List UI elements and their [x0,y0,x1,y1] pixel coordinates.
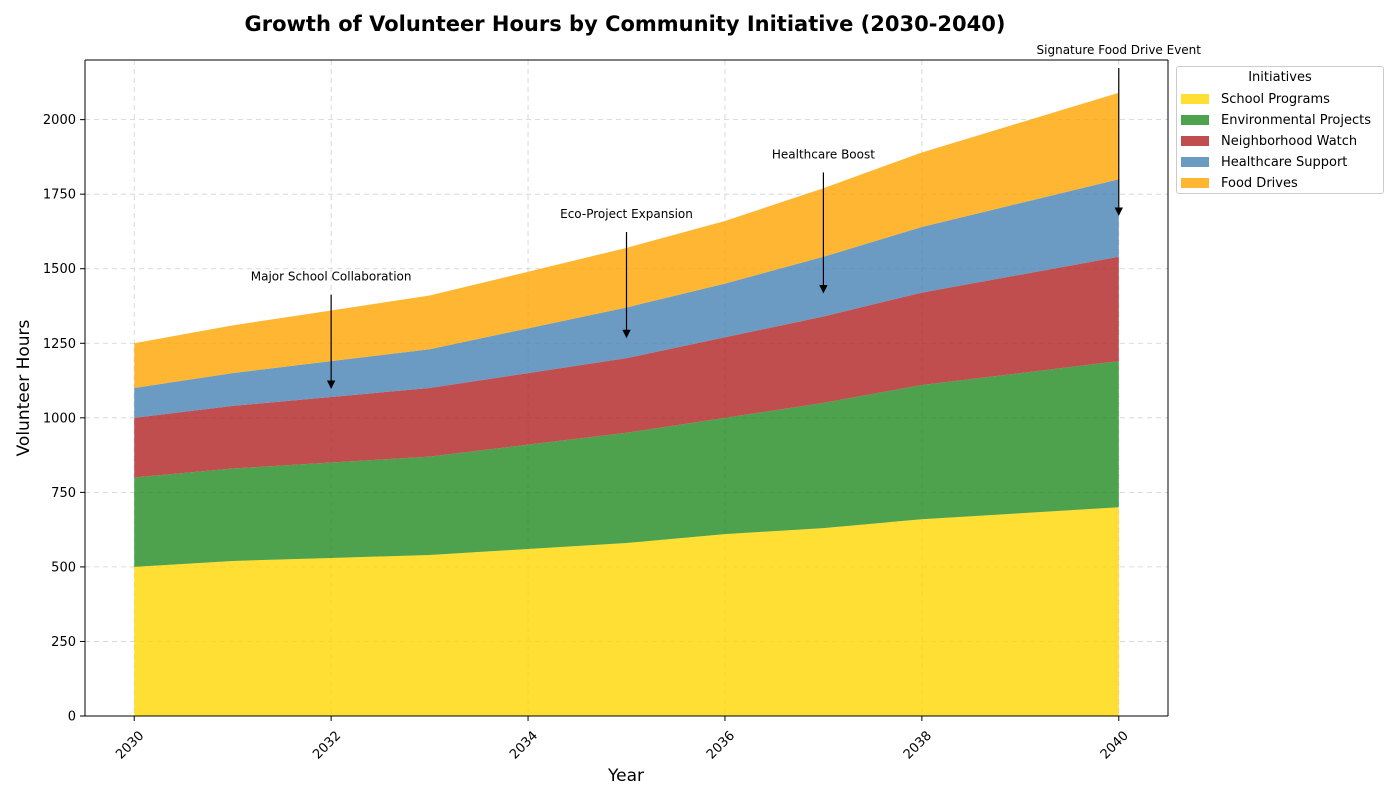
x-tick-label: 2036 [704,728,738,762]
y-tick-label: 250 [51,635,76,650]
annotation-label: Signature Food Drive Event [1037,43,1202,57]
annotation-label: Eco-Project Expansion [560,207,693,221]
y-tick-label: 1500 [43,262,76,277]
area-series-environmental-projects [134,361,1119,567]
x-tick-label: 2032 [310,728,344,762]
y-tick-label: 2000 [43,113,76,128]
legend-swatch [1181,136,1209,146]
x-tick-label: 2040 [1098,728,1132,762]
legend-item: Food Drives [1181,173,1298,193]
x-tick-label: 2030 [113,728,147,762]
y-tick-label: 1000 [43,411,76,426]
y-tick-label: 1250 [43,337,76,352]
chart-title: Growth of Volunteer Hours by Community I… [245,12,1006,36]
y-tick-label: 1750 [43,188,76,203]
legend-title: Initiatives [1248,70,1312,85]
legend-swatch [1181,157,1209,167]
x-tick-label: 2038 [901,728,935,762]
y-axis-label: Volunteer Hours [14,319,34,456]
annotation-label: Healthcare Boost [772,147,875,161]
area-series-school-programs [134,507,1119,716]
legend: Initiatives School Programs Environmental… [1176,66,1384,194]
legend-swatch [1181,178,1209,188]
x-axis-label: Year [607,766,644,786]
y-tick-label: 0 [68,710,76,725]
annotation-label: Major School Collaboration [251,270,412,284]
legend-swatch [1181,115,1209,125]
legend-item: Healthcare Support [1181,152,1347,172]
x-tick-label: 2034 [507,728,541,762]
legend-item: School Programs [1181,89,1330,109]
legend-item: Environmental Projects [1181,110,1371,130]
legend-label: Neighborhood Watch [1221,133,1358,149]
legend-label: Food Drives [1221,175,1298,191]
y-tick-label: 500 [51,560,76,575]
legend-label: Environmental Projects [1221,112,1371,128]
y-tick-label: 750 [51,486,76,501]
area-series-food-drives [134,92,1119,389]
legend-item: Neighborhood Watch [1181,131,1357,151]
legend-swatch [1181,94,1209,104]
area-series-healthcare-support [134,179,1119,418]
legend-label: Healthcare Support [1221,154,1348,170]
legend-label: School Programs [1221,91,1330,107]
area-series-neighborhood-watch [134,256,1119,478]
